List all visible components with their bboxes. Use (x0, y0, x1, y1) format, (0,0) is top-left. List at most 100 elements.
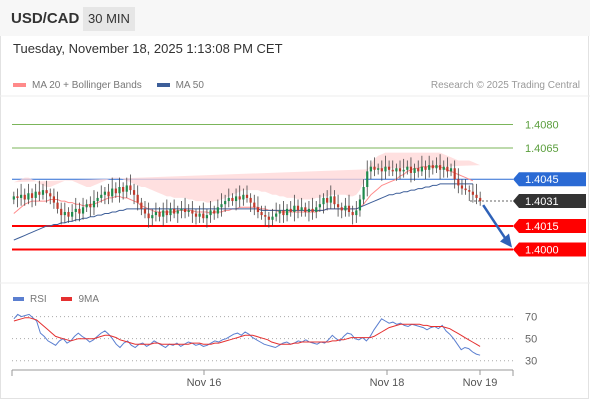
legend-item-ma20: MA 20 + Bollinger Bands (13, 80, 142, 91)
projection-arrow (482, 204, 512, 248)
candle-body-56 (216, 207, 219, 214)
candle-body-33 (132, 190, 136, 195)
x-tick-label-1: Nov 18 (370, 377, 405, 389)
candle-body-36 (143, 208, 147, 214)
candle-body-83 (315, 207, 318, 212)
candle-body-32 (129, 185, 132, 191)
legend-label-ma20: MA 20 + Bollinger Bands (32, 80, 142, 91)
candle-body-96 (362, 187, 365, 200)
candle-body-1 (16, 196, 19, 198)
candle-body-75 (285, 208, 289, 216)
candle-body-40 (158, 211, 161, 217)
candle-body-8 (41, 190, 45, 195)
candle-body-73 (278, 210, 281, 214)
panel-separators (0, 95, 590, 284)
symbol-label: USD/CAD (11, 10, 80, 27)
level-lines (12, 124, 513, 251)
candle-body-53 (205, 215, 209, 219)
candle-body-111 (417, 168, 420, 172)
candle-body-5 (30, 193, 34, 198)
candle-body-67 (256, 207, 260, 212)
candle-body-26 (107, 191, 110, 197)
candle-body-18 (78, 208, 81, 214)
candle-body-66 (253, 202, 256, 208)
interval-button[interactable]: 30 MIN (83, 7, 135, 31)
candle-body-6 (34, 191, 37, 198)
candle-body-27 (111, 188, 114, 197)
candle-body-105 (395, 168, 398, 172)
candle-body-10 (49, 193, 52, 197)
candle-body-50 (194, 213, 198, 217)
candle-body-77 (293, 205, 296, 212)
candle-body-95 (358, 199, 362, 211)
candle-body-114 (428, 165, 431, 170)
candle-body-59 (227, 197, 230, 202)
candle-body-12 (56, 202, 59, 209)
candle-body-70 (267, 216, 270, 220)
candle-body-61 (234, 196, 238, 202)
candle-body-94 (355, 210, 358, 216)
timestamp: Tuesday, November 18, 2025 1:13:08 PM CE… (13, 41, 283, 56)
candle-body-38 (151, 215, 154, 219)
legend-label-ma50: MA 50 (175, 80, 204, 91)
candle-body-60 (231, 197, 234, 202)
candle-body-76 (289, 208, 292, 212)
candle-body-21 (89, 204, 92, 208)
legend-item-9ma: 9MA (61, 294, 99, 305)
candle-body-41 (162, 210, 165, 217)
candle-body-80 (304, 207, 307, 212)
candle-body-43 (169, 208, 172, 216)
candle-body-39 (154, 211, 158, 216)
candle-body-90 (340, 207, 343, 211)
candle-body-29 (118, 187, 121, 194)
candle-body-17 (74, 208, 77, 212)
candle-body-7 (38, 191, 41, 195)
candle-body-124 (464, 188, 467, 191)
candle-body-92 (347, 205, 351, 212)
candle-body-115 (431, 165, 434, 169)
candle-body-34 (136, 194, 139, 203)
candle-body-84 (318, 204, 321, 208)
support-tag-4 (513, 219, 586, 234)
support-tag-5 (513, 242, 586, 257)
candle-body-69 (264, 215, 267, 217)
candle-body-126 (471, 191, 474, 195)
candle-body-45 (176, 210, 179, 214)
candle-body-125 (468, 190, 471, 192)
candle-body-68 (260, 211, 263, 216)
rsi-tick-label-50: 50 (525, 334, 537, 346)
candle-body-93 (351, 211, 354, 216)
candle-body-71 (271, 216, 274, 220)
candle-body-127 (475, 194, 478, 198)
candle-body-104 (391, 169, 394, 172)
candle-body-91 (344, 205, 347, 211)
candle-body-112 (420, 166, 423, 172)
candle-body-110 (413, 168, 416, 173)
candle-body-78 (296, 205, 300, 211)
candle-body-23 (96, 197, 99, 202)
candle-body-0 (12, 196, 15, 200)
candle-body-122 (457, 179, 460, 186)
candle-body-31 (125, 185, 128, 192)
candle-body-9 (45, 190, 48, 194)
candle-body-100 (377, 168, 380, 170)
candle-body-107 (402, 169, 405, 172)
candle-body-2 (20, 194, 23, 198)
x-tick-label-0: Nov 16 (187, 377, 222, 389)
candle-body-63 (242, 194, 245, 200)
level-labels: 1.4080 1.4065 1.4045 1.4031 1.4015 1.4000 (513, 120, 586, 257)
candle-body-58 (224, 201, 227, 205)
candle-body-22 (92, 201, 96, 208)
candle-body-51 (198, 213, 201, 217)
candle-body-13 (60, 208, 63, 216)
legend-swatch-ma20 (13, 83, 26, 88)
legend-label-rsi: RSI (30, 294, 47, 305)
candle-body-48 (187, 210, 190, 212)
projection-arrow-shaft (482, 204, 508, 241)
rsi-tick-label-70: 70 (525, 312, 537, 324)
candle-body-11 (52, 196, 55, 203)
candle-body-72 (275, 213, 278, 217)
candle-body-88 (333, 196, 336, 205)
candle-body-89 (336, 204, 340, 208)
